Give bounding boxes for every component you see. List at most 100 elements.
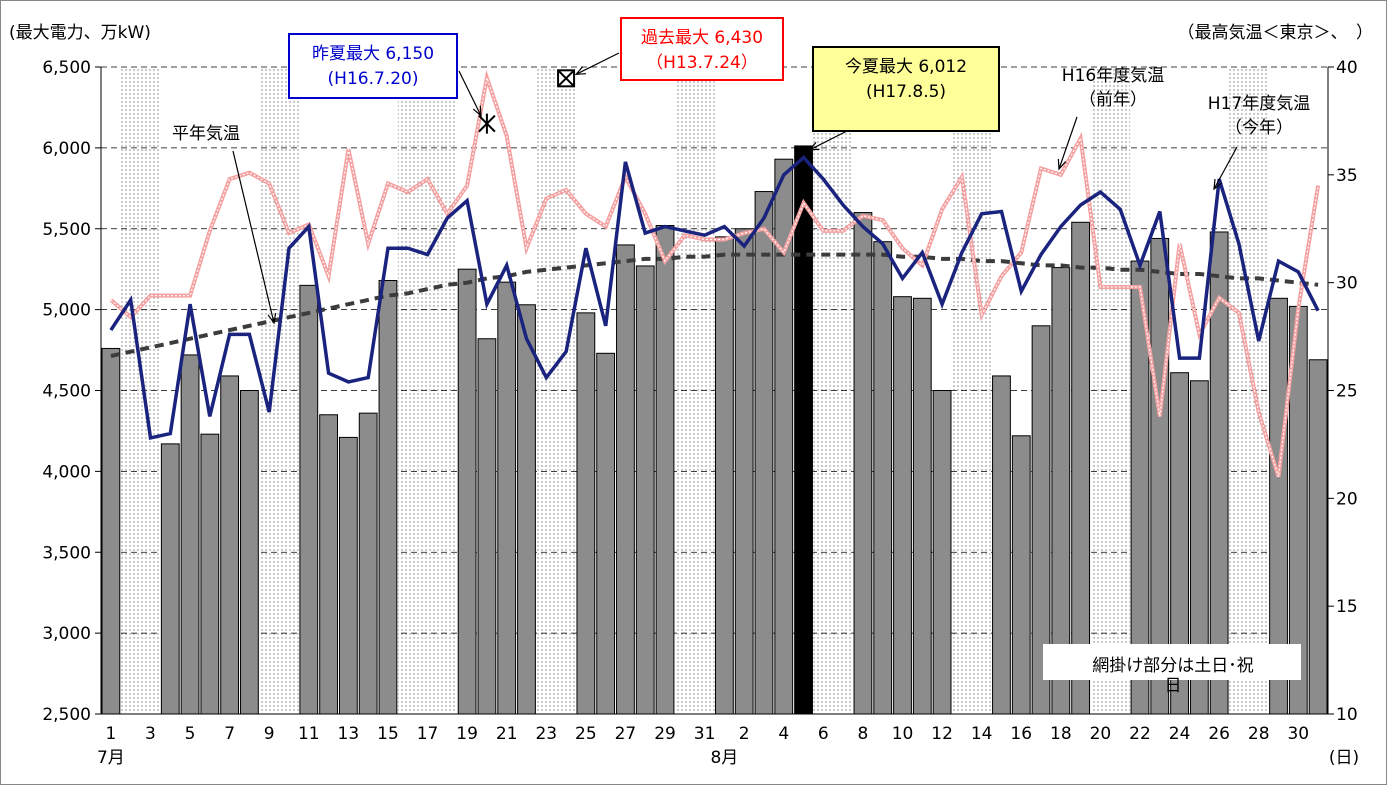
demand-bar-8-8 <box>853 212 873 715</box>
callout-this-summer-max-line1: 今夏最大 6,012 <box>845 57 967 77</box>
label-h16-temp-line1: H16年度気温 <box>1062 66 1164 86</box>
demand-bar-7-21 <box>497 281 517 715</box>
x-tick-label: 21 <box>496 724 518 744</box>
demand-bar-7-8 <box>240 390 259 715</box>
x-tick-label: 15 <box>377 724 399 744</box>
demand-bar-7-25 <box>576 312 596 715</box>
x-tick-label: 26 <box>1208 724 1230 744</box>
record-max-marker-x <box>557 69 575 88</box>
x-tick-label: 20 <box>1090 724 1112 744</box>
left-tick-label: 6,000 <box>42 139 91 159</box>
label-normal-temp: 平年気温 <box>172 124 240 144</box>
demand-bar-8-2 <box>734 228 754 715</box>
x-tick-label: 24 <box>1169 724 1191 744</box>
x-tick-label: 2 <box>739 724 750 744</box>
arrow-h16-temp-head <box>1057 158 1067 171</box>
demand-bar-7-5 <box>180 354 200 715</box>
demand-bar-8-9 <box>873 241 893 715</box>
x-tick-label: 6 <box>818 724 829 744</box>
label-h16-temp-line2: （前年） <box>1079 90 1147 110</box>
right-tick-label: 40 <box>1336 58 1358 78</box>
demand-bar-7-12 <box>319 414 338 715</box>
demand-bar-7-4 <box>160 443 180 715</box>
demand-bar-7-27 <box>616 244 635 715</box>
demand-bar-7-13 <box>338 436 358 715</box>
demand-bar-7-7 <box>220 375 240 715</box>
x-tick-label: 14 <box>971 724 993 744</box>
demand-bar-8-23 <box>1150 237 1170 715</box>
x-tick-label: 25 <box>575 724 597 744</box>
demand-bar-7-26 <box>596 352 616 715</box>
x-tick-label: 11 <box>298 724 320 744</box>
label-h17-temp-line2: （今年） <box>1225 118 1293 138</box>
x-tick-label: 31 <box>694 724 716 744</box>
arrow-h17-temp <box>1213 146 1238 190</box>
left-tick-label: 4,500 <box>42 382 91 402</box>
demand-bar-7-28 <box>635 265 655 715</box>
x-tick-label: 28 <box>1248 724 1270 744</box>
arrow-last-summer-max-head <box>472 105 482 117</box>
x-tick-label: 19 <box>456 724 478 744</box>
x-tick-label: 1 <box>105 724 116 744</box>
demand-bar-8-5 <box>794 145 813 715</box>
right-axis-title: （最高気温＜東京＞、 ） <box>1178 23 1374 43</box>
arrow-last-summer-max <box>458 70 482 116</box>
left-axis-title: (最大電力、万kW) <box>9 23 151 43</box>
demand-bar-8-10 <box>893 296 912 715</box>
x-unit-label: (日) <box>1329 748 1359 768</box>
callout-record-max-line1: 過去最大 6,430 <box>641 28 763 48</box>
x-tick-label: 9 <box>264 724 275 744</box>
x-tick-label: 13 <box>338 724 360 744</box>
demand-bar-8-31 <box>1308 359 1328 715</box>
arrow-this-summer-max <box>809 130 848 151</box>
arrow-h16-temp <box>1058 116 1078 170</box>
demand-bar-8-3 <box>754 191 774 715</box>
right-tick-label: 25 <box>1336 382 1358 402</box>
demand-bar-7-15 <box>378 280 398 715</box>
x-tick-label: 8 <box>858 724 869 744</box>
demand-bar-8-11 <box>912 297 932 715</box>
demand-bar-7-6 <box>200 433 220 715</box>
demand-bar-7-20 <box>477 338 497 715</box>
right-tick-label: 35 <box>1336 166 1358 186</box>
demand-bar-7-1 <box>101 347 121 715</box>
right-tick-label: 30 <box>1336 274 1358 294</box>
callout-this-summer-max-box <box>812 46 1000 132</box>
callout-last-summer-max-line2: (H16.7.20) <box>328 69 419 89</box>
demand-bar-7-22 <box>517 304 536 715</box>
x-tick-label: 12 <box>931 724 953 744</box>
callout-last-summer-max-box <box>288 33 458 99</box>
note-box <box>1043 644 1301 680</box>
x-tick-label: 16 <box>1010 724 1032 744</box>
arrow-record-max <box>575 52 620 75</box>
month-label-aug: 8月 <box>710 748 738 768</box>
arrow-record-max-head <box>574 66 587 76</box>
x-tick-label: 7 <box>224 724 235 744</box>
demand-bar-7-14 <box>358 412 378 715</box>
right-tick-label: 10 <box>1336 705 1358 725</box>
left-tick-label: 2,500 <box>42 705 91 725</box>
left-tick-label: 5,000 <box>42 301 91 321</box>
x-tick-label: 10 <box>892 724 914 744</box>
x-tick-label: 30 <box>1287 724 1309 744</box>
callout-record-max-box <box>620 17 784 81</box>
x-tick-label: 29 <box>654 724 676 744</box>
demand-bar-7-29 <box>655 225 675 715</box>
demand-bar-8-1 <box>715 236 734 715</box>
left-tick-label: 3,500 <box>42 543 91 563</box>
x-tick-label: 18 <box>1050 724 1072 744</box>
arrow-normal-temp <box>232 150 275 324</box>
x-tick-label: 27 <box>615 724 637 744</box>
last-summer-max-marker <box>478 113 496 134</box>
x-tick-label: 3 <box>145 724 156 744</box>
demand-bar-8-19 <box>1071 221 1091 715</box>
callout-last-summer-max-line1: 昨夏最大 6,150 <box>312 44 434 64</box>
label-h17-temp-line1: H17年度気温 <box>1208 94 1310 114</box>
x-tick-label: 23 <box>535 724 557 744</box>
x-tick-label: 5 <box>185 724 196 744</box>
callout-record-max-line2: （H13.7.24） <box>646 53 758 73</box>
left-tick-label: 6,500 <box>42 58 91 78</box>
note-line1: 網掛け部分は土日･祝 <box>1092 656 1254 676</box>
